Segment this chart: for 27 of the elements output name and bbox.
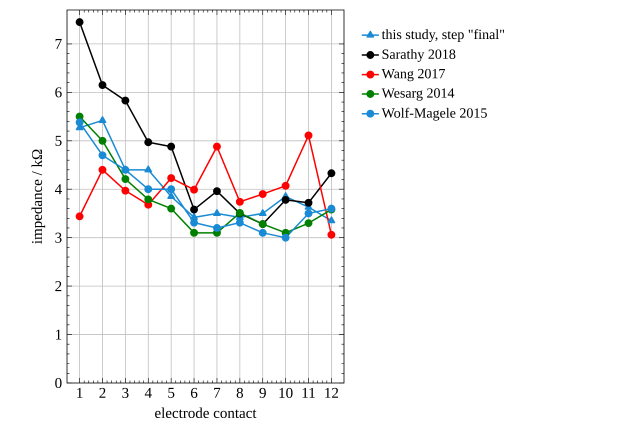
x-tick-label: 6 (190, 388, 198, 398)
x-axis-title: electrode contact (155, 408, 256, 418)
legend-label: Wesarg 2014 (382, 88, 454, 101)
x-tick-label: 7 (214, 388, 220, 398)
y-tick-label: 0 (55, 378, 62, 388)
y-tick-label: 1 (56, 330, 62, 340)
y-tick-label: 2 (55, 281, 62, 292)
y-tick-label: 7 (56, 39, 62, 49)
x-tick-label: 11 (302, 388, 315, 398)
x-tick-label: 4 (144, 388, 152, 398)
x-tick-label: 10 (279, 388, 293, 398)
x-tick-label: 8 (236, 388, 244, 398)
x-tick-label: 3 (122, 388, 129, 398)
x-tick-label: 5 (168, 388, 174, 398)
legend-label: Sarathy 2018 (382, 49, 456, 62)
y-tick-label: 3 (55, 232, 62, 243)
y-tick-label: 5 (56, 136, 62, 146)
y-tick-label: 6 (55, 87, 62, 98)
legend-label: this study, step "final" (382, 29, 504, 42)
x-tick-label: 2 (99, 388, 106, 398)
y-tick-label: 4 (54, 184, 62, 194)
legend-label: Wang 2017 (382, 68, 446, 82)
y-axis-title: impedance / kΩ (32, 150, 46, 244)
x-tick-label: 9 (259, 388, 266, 398)
x-tick-label: 1 (77, 388, 82, 398)
x-tick-label: 12 (325, 388, 338, 398)
legend-label: Wolf-Magele 2015 (382, 108, 487, 121)
